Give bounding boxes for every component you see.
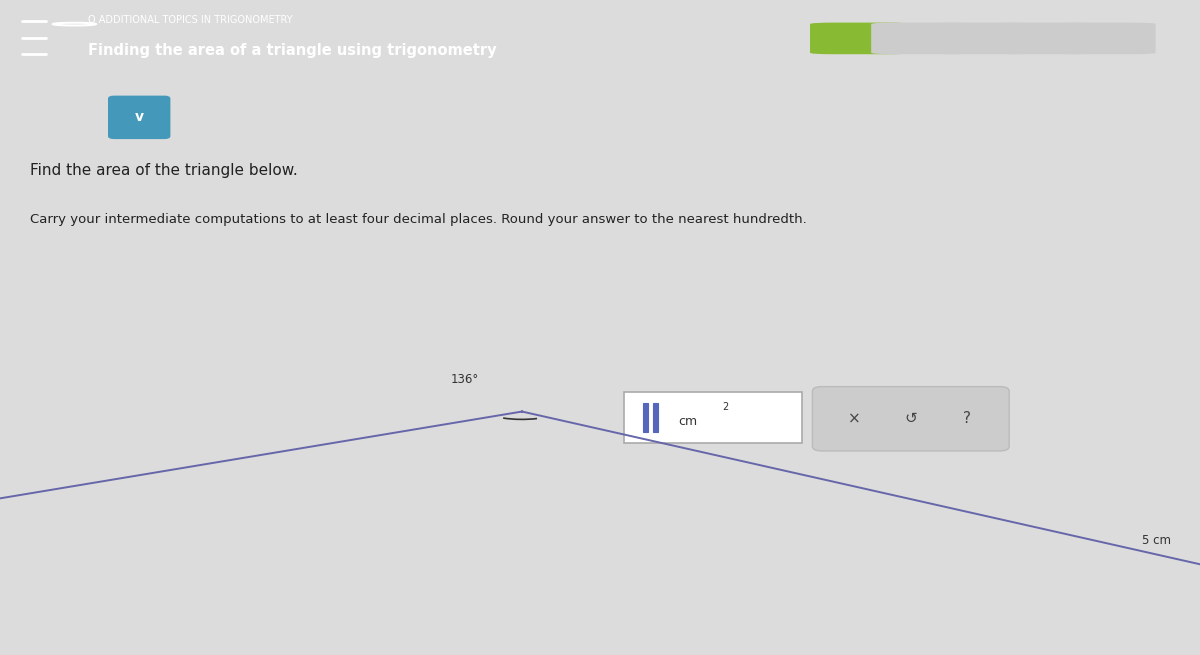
FancyBboxPatch shape [1055,22,1156,54]
Text: 136°: 136° [450,373,479,386]
Bar [653,403,658,432]
FancyBboxPatch shape [812,386,1009,451]
Text: Carry your intermediate computations to at least four decimal places. Round your: Carry your intermediate computations to … [30,213,806,225]
Text: cm: cm [678,415,697,428]
FancyBboxPatch shape [871,22,972,54]
Text: ×: × [848,411,860,426]
Text: Find the area of the triangle below.: Find the area of the triangle below. [30,164,298,178]
Text: O ADDITIONAL TOPICS IN TRIGONOMETRY: O ADDITIONAL TOPICS IN TRIGONOMETRY [88,15,293,26]
Text: 5 cm: 5 cm [1141,534,1171,547]
FancyBboxPatch shape [932,22,1033,54]
Bar [643,403,648,432]
Text: Finding the area of a triangle using trigonometry: Finding the area of a triangle using tri… [88,43,497,58]
FancyBboxPatch shape [994,22,1094,54]
FancyBboxPatch shape [108,96,170,139]
Text: 2: 2 [722,402,728,412]
FancyBboxPatch shape [810,22,911,54]
Bar [624,392,802,443]
Text: v: v [134,110,144,124]
Text: ?: ? [964,411,971,426]
Text: ↺: ↺ [905,411,917,426]
